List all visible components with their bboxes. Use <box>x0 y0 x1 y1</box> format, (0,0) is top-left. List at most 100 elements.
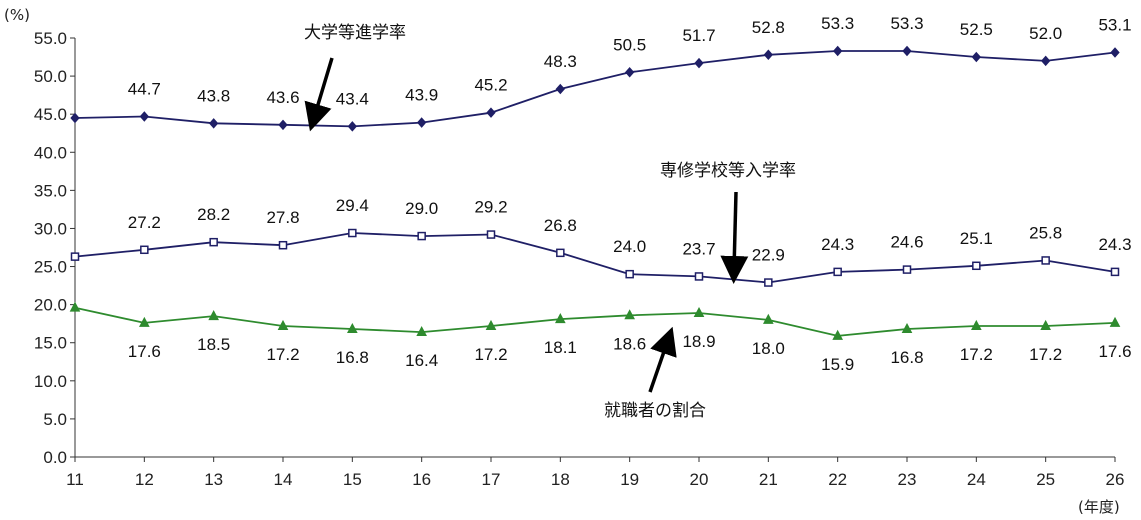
data-point <box>555 83 566 95</box>
series-lines <box>69 45 1121 340</box>
x-tick-label: 13 <box>204 470 223 489</box>
annotation-arrow <box>720 191 749 284</box>
x-tick-label: 22 <box>828 470 847 489</box>
x-tick-label: 24 <box>967 470 986 489</box>
data-label: 28.2 <box>197 205 230 224</box>
data-label: 24.3 <box>1098 235 1131 254</box>
data-label: 18.5 <box>197 335 230 354</box>
data-label: 16.4 <box>405 351 438 370</box>
data-point <box>486 230 496 239</box>
x-tick-label: 20 <box>690 470 709 489</box>
data-point <box>971 51 982 63</box>
x-tick-label: 12 <box>135 470 154 489</box>
data-point <box>278 119 288 131</box>
data-point <box>902 45 912 57</box>
data-label: 53.1 <box>1098 15 1131 34</box>
axes: 0.0 5.0 10.0 15.0 20.0 25.0 30.0 35.0 40.0 45.0 50… <box>34 29 1125 489</box>
data-label: 53.3 <box>821 14 854 33</box>
data-point <box>1110 267 1120 277</box>
data-label: 43.4 <box>336 89 369 108</box>
data-point <box>209 237 218 247</box>
data-point <box>832 329 843 340</box>
data-point <box>70 112 80 124</box>
data-label: 18.1 <box>544 338 577 357</box>
y-tick-label: 25.0 <box>34 258 67 277</box>
data-label: 52.5 <box>960 20 993 39</box>
y-tick-label: 20.0 <box>34 296 67 315</box>
data-label: 18.9 <box>682 332 715 351</box>
data-label: 43.9 <box>405 86 438 105</box>
x-tick-label: 16 <box>412 470 431 489</box>
data-label: 48.3 <box>544 52 577 71</box>
y-tick-label: 10.0 <box>34 372 67 391</box>
x-tick-label: 17 <box>482 470 501 489</box>
x-tick-label: 14 <box>274 470 293 489</box>
data-point <box>625 269 634 279</box>
data-point <box>832 45 843 57</box>
data-point <box>972 261 981 271</box>
data-label: 18.0 <box>752 339 785 358</box>
data-label: 50.5 <box>613 35 646 54</box>
data-point <box>555 313 566 324</box>
x-tick-label: 18 <box>551 470 570 489</box>
x-tick-label: 21 <box>759 470 778 489</box>
data-label: 29.4 <box>336 196 369 215</box>
y-tick-label: 35.0 <box>34 181 67 200</box>
data-point <box>763 49 774 61</box>
data-label: 15.9 <box>821 355 854 374</box>
data-label: 52.8 <box>752 18 785 37</box>
data-label: 29.2 <box>474 198 507 217</box>
data-point <box>347 322 358 334</box>
data-label: 24.0 <box>613 237 646 256</box>
data-point <box>417 231 426 241</box>
data-point <box>764 278 773 287</box>
data-label: 43.6 <box>266 88 299 107</box>
data-label: 44.7 <box>128 79 161 98</box>
data-label: 51.7 <box>682 26 715 45</box>
data-label: 52.0 <box>1029 24 1062 43</box>
data-point <box>416 325 427 337</box>
data-label: 53.3 <box>890 14 923 33</box>
data-point <box>140 245 149 255</box>
annotation-label: 大学等進学率 <box>304 23 406 43</box>
data-label: 17.6 <box>1098 342 1131 361</box>
y-tick-label: 15.0 <box>34 334 67 353</box>
data-point <box>139 111 150 122</box>
data-point <box>70 252 80 261</box>
data-point <box>624 67 635 78</box>
y-tick-label: 0.0 <box>43 448 67 467</box>
y-tick-label: 5.0 <box>43 410 67 429</box>
x-tick-label: 23 <box>898 470 917 489</box>
data-label: 17.2 <box>474 345 507 364</box>
data-label: 17.2 <box>960 345 993 364</box>
y-tick-label: 50.0 <box>34 67 67 86</box>
annotation-arrow <box>304 57 334 132</box>
data-point <box>348 228 357 238</box>
series-line <box>74 306 1116 337</box>
data-point <box>1110 47 1120 58</box>
data-point <box>277 319 289 330</box>
annotation-arrow <box>648 326 677 393</box>
data-label: 17.2 <box>266 345 299 364</box>
data-label: 16.8 <box>890 348 923 367</box>
data-point <box>833 267 842 277</box>
data-point <box>1041 256 1050 265</box>
data-point <box>1040 55 1051 67</box>
data-label: 22.9 <box>752 246 785 265</box>
data-point <box>347 121 358 132</box>
data-label: 24.3 <box>821 235 854 254</box>
data-point <box>694 272 704 281</box>
data-point <box>693 306 705 318</box>
annotation-label: 専修学校等入学率 <box>660 161 796 181</box>
annotation-label: 就職者の割合 <box>604 401 706 421</box>
x-tick-label: 15 <box>343 470 362 489</box>
series-line <box>74 50 1116 128</box>
data-point <box>763 313 774 324</box>
data-label: 18.6 <box>613 334 646 353</box>
data-label: 27.2 <box>128 213 161 232</box>
y-axis-unit: (%) <box>4 6 30 24</box>
data-point <box>208 118 219 129</box>
